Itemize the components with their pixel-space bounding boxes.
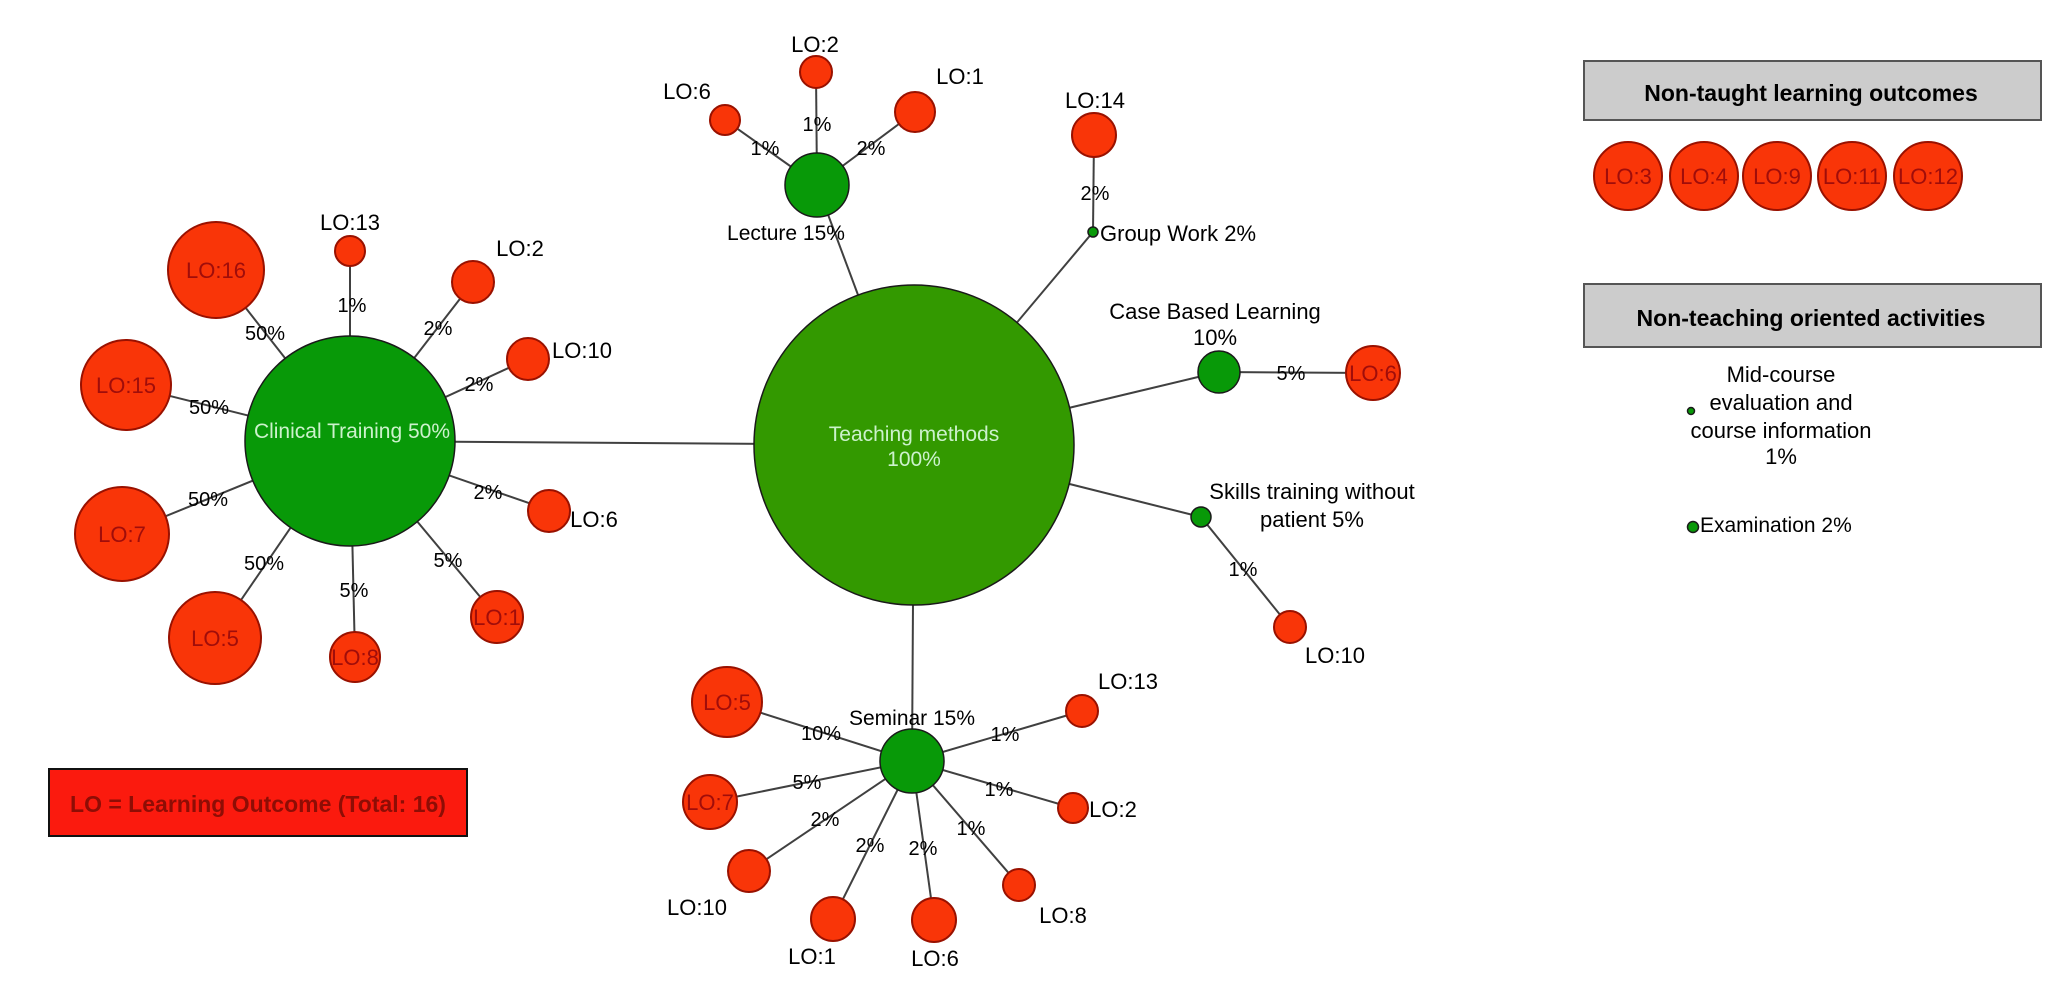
svg-text:1%: 1% — [957, 818, 986, 840]
svg-text:Group Work 2%: Group Work 2% — [1100, 221, 1256, 246]
svg-text:LO:8: LO:8 — [331, 645, 379, 670]
svg-text:2%: 2% — [465, 374, 494, 396]
svg-text:5%: 5% — [793, 772, 822, 794]
svg-text:LO:7: LO:7 — [98, 522, 146, 547]
svg-text:LO:8: LO:8 — [1039, 903, 1087, 928]
svg-text:LO:6: LO:6 — [570, 507, 618, 532]
svg-text:LO:2: LO:2 — [1089, 797, 1137, 822]
svg-text:LO:11: LO:11 — [1823, 164, 1881, 189]
svg-text:1%: 1% — [991, 724, 1020, 746]
svg-text:LO:16: LO:16 — [186, 258, 246, 283]
svg-text:LO:2: LO:2 — [496, 236, 544, 261]
svg-text:LO:13: LO:13 — [320, 210, 380, 235]
svg-text:Skills training without: Skills training without — [1209, 479, 1414, 504]
svg-text:1%: 1% — [1765, 444, 1797, 469]
svg-text:LO:2: LO:2 — [791, 32, 839, 57]
svg-text:Seminar 15%: Seminar 15% — [849, 707, 975, 730]
svg-text:50%: 50% — [189, 397, 229, 419]
svg-text:LO:10: LO:10 — [667, 895, 727, 920]
svg-text:LO:9: LO:9 — [1753, 164, 1801, 189]
svg-text:LO:15: LO:15 — [96, 373, 156, 398]
svg-text:10%: 10% — [1193, 325, 1237, 350]
svg-text:patient 5%: patient 5% — [1260, 507, 1364, 532]
svg-text:LO:14: LO:14 — [1065, 88, 1125, 113]
svg-text:Case Based Learning: Case Based Learning — [1109, 299, 1321, 324]
svg-text:Clinical Training 50%: Clinical Training 50% — [254, 420, 450, 443]
svg-text:LO:1: LO:1 — [936, 64, 984, 89]
svg-text:2%: 2% — [474, 482, 503, 504]
svg-text:5%: 5% — [1277, 363, 1306, 385]
svg-text:50%: 50% — [188, 489, 228, 511]
svg-text:LO:6: LO:6 — [911, 946, 959, 971]
svg-text:2%: 2% — [857, 138, 886, 160]
svg-text:2%: 2% — [424, 318, 453, 340]
svg-text:LO:13: LO:13 — [1098, 669, 1158, 694]
svg-text:Examination 2%: Examination 2% — [1700, 514, 1852, 537]
svg-text:2%: 2% — [856, 835, 885, 857]
svg-text:LO:3: LO:3 — [1604, 164, 1652, 189]
svg-text:50%: 50% — [244, 553, 284, 575]
svg-text:LO = Learning Outcome (Total:: LO = Learning Outcome (Total: 16) — [70, 791, 446, 817]
svg-text:2%: 2% — [811, 809, 840, 831]
svg-text:2%: 2% — [909, 838, 938, 860]
svg-text:50%: 50% — [245, 323, 285, 345]
svg-text:LO:6: LO:6 — [663, 79, 711, 104]
svg-text:1%: 1% — [751, 138, 780, 160]
svg-text:course information: course information — [1691, 418, 1872, 443]
svg-text:LO:5: LO:5 — [191, 626, 239, 651]
svg-text:1%: 1% — [338, 295, 367, 317]
svg-text:evaluation and: evaluation and — [1709, 390, 1852, 415]
svg-text:100%: 100% — [887, 448, 941, 471]
svg-text:Non-teaching oriented activiti: Non-teaching oriented activities — [1637, 305, 1986, 331]
svg-text:LO:12: LO:12 — [1898, 164, 1958, 189]
svg-text:5%: 5% — [340, 580, 369, 602]
svg-text:1%: 1% — [1229, 559, 1258, 581]
svg-text:LO:5: LO:5 — [703, 690, 751, 715]
svg-text:5%: 5% — [434, 550, 463, 572]
svg-text:1%: 1% — [803, 114, 832, 136]
svg-text:Lecture 15%: Lecture 15% — [727, 222, 845, 245]
svg-text:LO:10: LO:10 — [1305, 643, 1365, 668]
svg-text:LO:4: LO:4 — [1680, 164, 1728, 189]
svg-text:LO:6: LO:6 — [1349, 361, 1397, 386]
svg-text:Teaching methods: Teaching methods — [829, 423, 999, 446]
svg-text:Mid-course: Mid-course — [1727, 362, 1836, 387]
svg-text:10%: 10% — [801, 723, 841, 745]
svg-text:LO:1: LO:1 — [788, 944, 836, 969]
svg-text:LO:10: LO:10 — [552, 338, 612, 363]
svg-text:2%: 2% — [1081, 183, 1110, 205]
svg-text:1%: 1% — [985, 779, 1014, 801]
svg-text:LO:7: LO:7 — [686, 790, 734, 815]
svg-text:LO:1: LO:1 — [473, 605, 521, 630]
svg-text:Non-taught learning outcomes: Non-taught learning outcomes — [1644, 80, 1978, 106]
